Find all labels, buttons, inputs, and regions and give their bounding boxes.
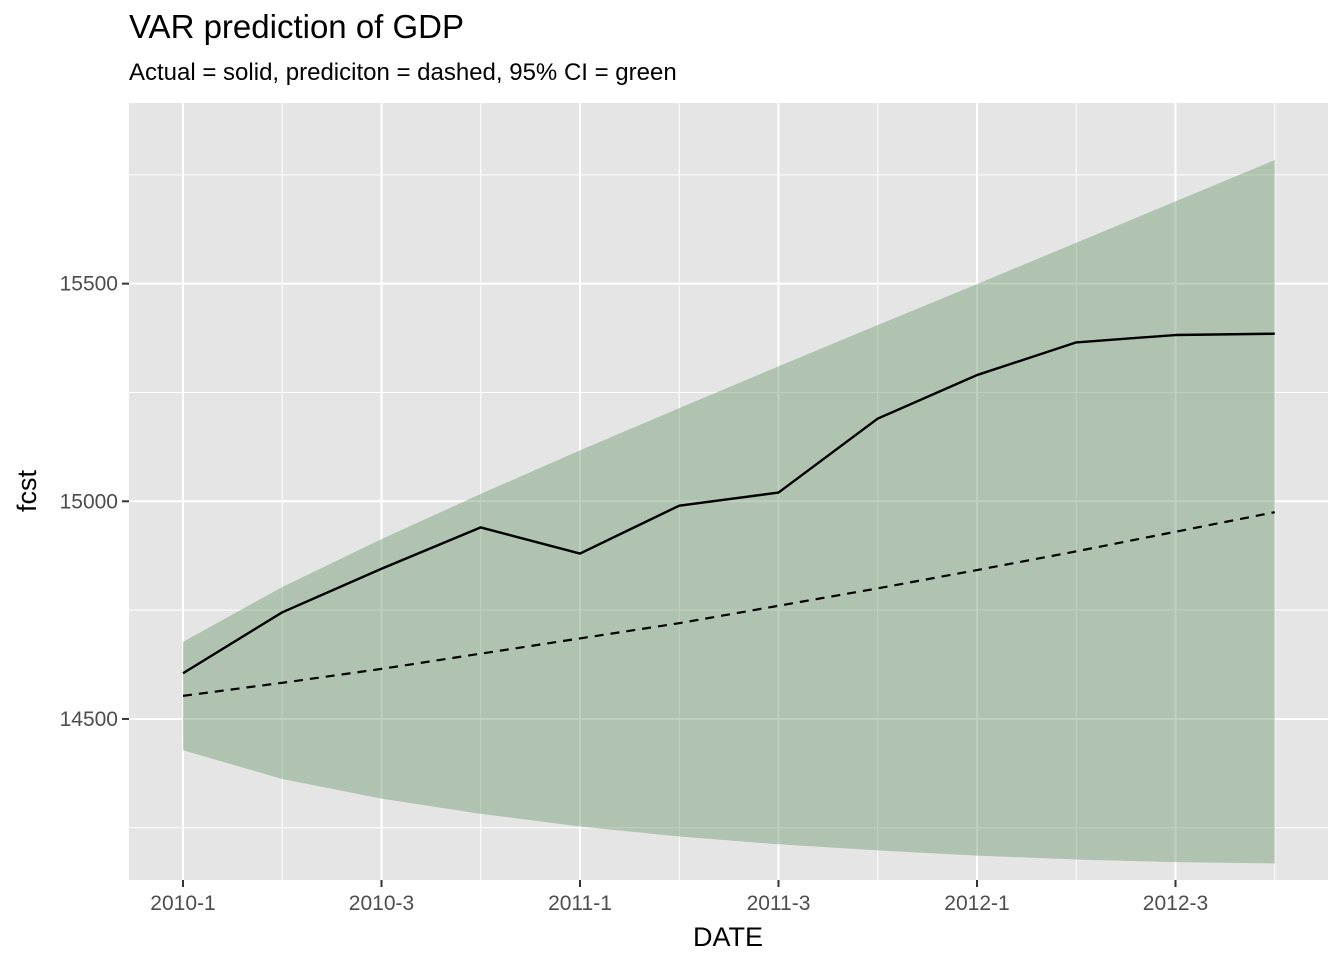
x-tick-label: 2012-1 [944, 892, 1009, 915]
x-axis: 2010-1 2010-3 2011-1 2011-3 2012-1 2012-3 [150, 880, 1208, 915]
actual-line [182, 332, 1275, 675]
x-axis-title: DATE [693, 922, 763, 952]
x-tick-label: 2010-1 [150, 892, 215, 915]
plot-panel [129, 103, 1328, 880]
chart-subtitle: Actual = solid, prediciton = dashed, 95%… [129, 59, 677, 86]
minor-gridlines [129, 103, 1328, 880]
major-gridlines [129, 103, 1328, 880]
y-tick-label: 15000 [60, 490, 118, 513]
y-tick-label: 15500 [60, 273, 118, 296]
prediction-line [182, 511, 1275, 697]
y-axis-title: fcst [12, 470, 42, 513]
chart-title: VAR prediction of GDP [129, 8, 465, 45]
x-tick-label: 2011-1 [548, 892, 612, 915]
confidence-band [183, 160, 1275, 864]
x-tick-label: 2011-3 [747, 892, 811, 915]
x-tick-label: 2010-3 [349, 892, 414, 915]
y-tick-label: 14500 [60, 708, 118, 731]
x-tick-label: 2012-3 [1143, 892, 1208, 915]
y-axis: 14500 15000 15500 [60, 273, 129, 731]
